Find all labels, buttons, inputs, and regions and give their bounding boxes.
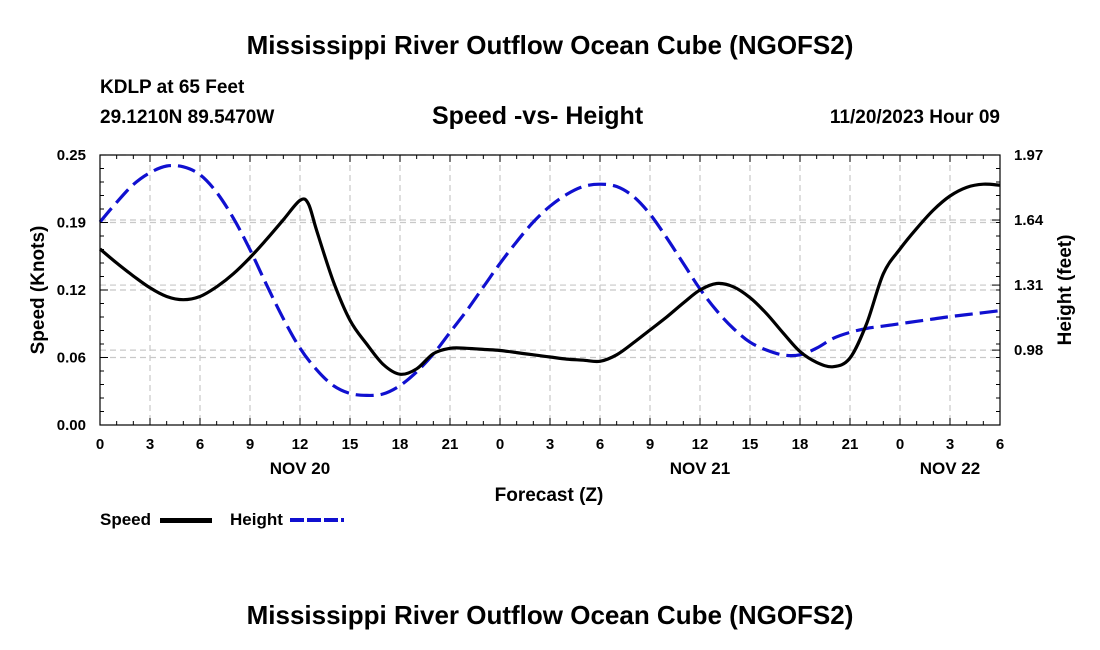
- date-label: NOV 20: [270, 459, 330, 478]
- x-tick-label: 12: [692, 436, 709, 453]
- legend-swatch-height: [290, 518, 344, 522]
- x-tick-label: 18: [392, 436, 409, 453]
- chart-series: [98, 163, 1001, 398]
- date-label: NOV 22: [920, 459, 980, 478]
- date-label: NOV 21: [670, 459, 730, 478]
- legend-label-speed: Speed: [100, 510, 152, 529]
- forecast-issue-time: 11/20/2023 Hour 09: [829, 107, 1000, 128]
- station-name: KDLP at 65 Feet: [100, 77, 245, 98]
- x-tick-label: 0: [496, 436, 504, 453]
- x-tick-label: 9: [646, 436, 654, 453]
- x-tick-label: 3: [946, 436, 954, 453]
- speed-height-chart: 0 3 6 9 12 15 18 21 0 3 6 9 12 15 18 21 0 3 6 NOV 20 NOV 21 N…: [28, 147, 1076, 506]
- series-line-speed: [98, 182, 1001, 376]
- y-tick-label: 0.12: [57, 282, 86, 299]
- chart-title: Speed -vs- Height: [432, 102, 644, 130]
- y-tick-label: 0.06: [57, 350, 86, 367]
- x-tick-label: 0: [896, 436, 904, 453]
- y2-tick-label: 0.98: [1014, 342, 1043, 359]
- station-coords: 29.1210N 89.5470W: [100, 107, 275, 128]
- x-tick-label: 6: [996, 436, 1004, 453]
- x-tick-label: 21: [842, 436, 859, 453]
- x-tick-label: 9: [246, 436, 254, 453]
- y2-tick-label: 1.64: [1014, 212, 1044, 229]
- x-tick-label: 12: [292, 436, 309, 453]
- x-tick-label: 21: [442, 436, 459, 453]
- x-tick-label: 6: [196, 436, 204, 453]
- y-axis-label: Speed (Knots): [28, 226, 49, 355]
- chart-axes: 0 3 6 9 12 15 18 21 0 3 6 9 12 15 18 21 0 3 6 NOV 20 NOV 21 N…: [57, 147, 1044, 478]
- legend-swatch-speed: [160, 518, 212, 523]
- y-tick-label: 0.19: [57, 215, 86, 232]
- chart-grid: [100, 154, 1000, 425]
- y2-axis-label: Height (feet): [1055, 235, 1076, 346]
- x-tick-label: 3: [146, 436, 154, 453]
- y-tick-label: 0.25: [57, 147, 86, 164]
- y2-tick-label: 1.31: [1014, 277, 1043, 294]
- y2-tick-label: 1.97: [1014, 147, 1043, 164]
- y-tick-label: 0.00: [57, 417, 86, 434]
- legend-label-height: Height: [230, 510, 283, 529]
- x-tick-label: 6: [596, 436, 604, 453]
- x-tick-label: 3: [546, 436, 554, 453]
- x-tick-label: 18: [792, 436, 809, 453]
- x-tick-label: 15: [742, 436, 759, 453]
- x-axis-label: Forecast (Z): [495, 485, 604, 506]
- page-title: Mississippi River Outflow Ocean Cube (NG…: [246, 30, 854, 60]
- footer-title: Mississippi River Outflow Ocean Cube (NG…: [246, 600, 854, 630]
- series-line-height: [98, 163, 1001, 398]
- x-tick-label: 15: [342, 436, 359, 453]
- x-tick-label: 0: [96, 436, 104, 453]
